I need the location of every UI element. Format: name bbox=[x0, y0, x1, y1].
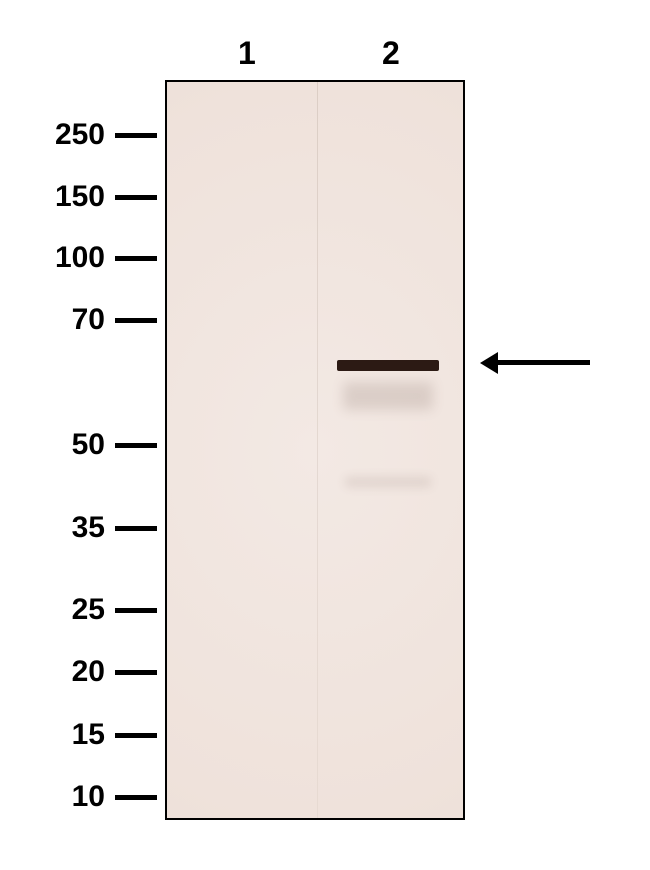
mw-label-250: 250 bbox=[55, 118, 105, 152]
mw-label-50: 50 bbox=[72, 428, 105, 462]
mw-tick-15 bbox=[115, 733, 157, 738]
mw-label-70: 70 bbox=[72, 303, 105, 337]
band-indicator-arrow bbox=[480, 352, 590, 374]
mw-label-10: 10 bbox=[72, 780, 105, 814]
mw-label-35: 35 bbox=[72, 511, 105, 545]
arrow-shaft bbox=[494, 360, 590, 365]
lane-label-2: 2 bbox=[382, 35, 400, 72]
mw-tick-70 bbox=[115, 318, 157, 323]
mw-label-15: 15 bbox=[72, 718, 105, 752]
band-lane2-faint-50 bbox=[345, 477, 431, 487]
band-lane2-main bbox=[337, 360, 439, 371]
mw-tick-250 bbox=[115, 133, 157, 138]
mw-label-20: 20 bbox=[72, 655, 105, 689]
mw-label-150: 150 bbox=[55, 180, 105, 214]
arrow-head bbox=[480, 352, 498, 374]
mw-tick-20 bbox=[115, 670, 157, 675]
mw-tick-100 bbox=[115, 256, 157, 261]
mw-tick-50 bbox=[115, 443, 157, 448]
western-blot-figure: { "figure": { "type": "western-blot", "w… bbox=[0, 0, 650, 870]
lane-divider bbox=[317, 82, 318, 818]
band-lane2-smear-below bbox=[343, 382, 433, 410]
blot-background bbox=[167, 82, 463, 818]
mw-tick-150 bbox=[115, 195, 157, 200]
mw-label-25: 25 bbox=[72, 593, 105, 627]
mw-label-100: 100 bbox=[55, 241, 105, 275]
mw-tick-35 bbox=[115, 526, 157, 531]
blot-membrane bbox=[165, 80, 465, 820]
mw-tick-10 bbox=[115, 795, 157, 800]
lane-label-1: 1 bbox=[238, 35, 256, 72]
mw-tick-25 bbox=[115, 608, 157, 613]
